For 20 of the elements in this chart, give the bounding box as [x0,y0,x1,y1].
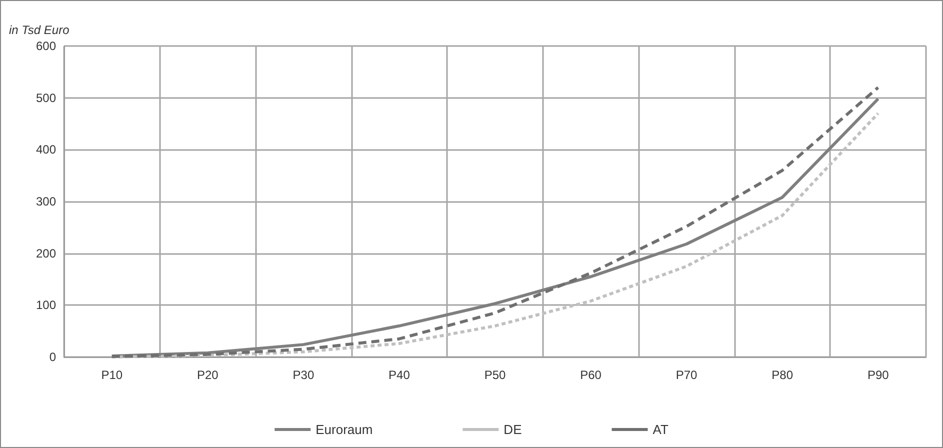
y-tick-label: 300 [36,194,56,208]
x-tick-label: P90 [867,368,890,382]
x-tick-label: P60 [580,368,602,382]
x-tick-label: P70 [676,368,698,382]
x-tick-label: P40 [388,368,410,382]
legend-label: AT [652,422,668,437]
y-tick-label: 200 [36,246,56,260]
y-tick-label: 600 [36,39,56,53]
y-tick-label: 500 [36,90,56,105]
y-axis-title: in Tsd Euro [9,23,70,37]
x-tick-label: P30 [292,368,314,382]
x-tick-label: P50 [484,368,506,382]
y-tick-label: 400 [36,142,56,157]
x-tick-label: P10 [101,368,123,382]
y-tick-label: 0 [49,350,56,364]
legend-label: Euroraum [316,422,373,437]
legend-label: DE [504,422,522,437]
y-tick-label: 100 [36,298,56,312]
x-tick-label: P80 [772,368,794,382]
x-tick-label: P20 [196,368,219,382]
